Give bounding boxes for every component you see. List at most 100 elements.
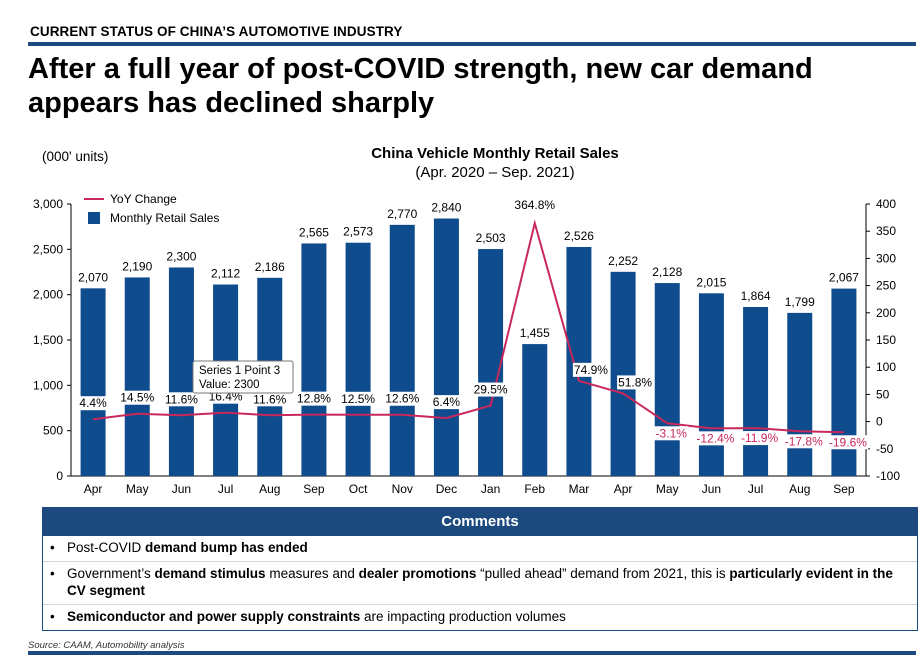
comments-panel: Comments • Post-COVID demand bump has end… xyxy=(42,507,918,631)
yoy-label-bg xyxy=(827,435,869,450)
bar-value-label: 1,455 xyxy=(520,326,550,340)
bar-value-label: 2,503 xyxy=(476,231,506,245)
bullet-marker: • xyxy=(50,540,55,555)
sales-bar xyxy=(345,242,371,476)
bar-value-label: 2,565 xyxy=(299,225,329,239)
comment-text: are impacting production volumes xyxy=(360,609,566,624)
yoy-label-bg xyxy=(384,391,421,406)
x-tick-label: May xyxy=(126,482,149,496)
x-tick-label: Nov xyxy=(392,482,413,496)
top-divider xyxy=(28,42,916,46)
chart-title: China Vehicle Monthly Retail Sales xyxy=(371,145,619,162)
x-tick-label: Apr xyxy=(84,482,103,496)
comments-list: • Post-COVID demand bump has ended • Govern… xyxy=(43,536,917,630)
x-tick-label: Feb xyxy=(524,482,545,496)
sales-bar xyxy=(787,312,813,476)
yoy-label-bg xyxy=(252,392,288,407)
yoy-value-label: 12.5% xyxy=(341,392,375,406)
yoy-label-bg xyxy=(695,431,736,446)
sales-bar xyxy=(433,218,459,477)
right-tick-label: 0 xyxy=(876,415,883,429)
x-tick-label: Jan xyxy=(481,482,500,496)
bar-value-label: 2,526 xyxy=(564,229,594,243)
yoy-label-bg xyxy=(119,390,156,405)
right-tick-label: 200 xyxy=(876,306,896,320)
bar-value-label: 2,300 xyxy=(166,249,196,263)
x-tick-label: Jun xyxy=(172,482,191,496)
right-tick-label: 400 xyxy=(876,197,896,211)
x-tick-label: Sep xyxy=(833,482,855,496)
bullet-marker: • xyxy=(50,609,55,624)
sales-bar xyxy=(168,267,194,476)
yoy-change-line xyxy=(92,219,844,434)
right-tick-label: 100 xyxy=(876,360,896,374)
yoy-label-bg xyxy=(163,392,200,407)
yoy-label-bg xyxy=(617,375,654,390)
right-tick-label: -100 xyxy=(876,469,900,483)
yoy-label-bg xyxy=(513,198,557,213)
chart-subtitle: (Apr. 2020 – Sep. 2021) xyxy=(415,164,575,181)
sales-bar xyxy=(389,224,415,476)
sales-bar xyxy=(124,277,150,476)
x-tick-label: Aug xyxy=(789,482,810,496)
yoy-label-bg xyxy=(572,362,610,377)
comments-title: Comments xyxy=(43,508,917,536)
yoy-value-label: -3.1% xyxy=(656,426,688,440)
x-tick-label: May xyxy=(656,482,679,496)
comment-text: particularly evident in the CV segment xyxy=(67,566,893,598)
retail-sales-chart: 0 500 1,000 1,500 2,000 2,500 3,000 -100 -50 0 50 1… xyxy=(33,192,900,496)
x-tick-label: Jul xyxy=(748,482,763,496)
right-tick-label: 150 xyxy=(876,333,896,347)
comment-text: “pulled ahead” demand from 2021, this is xyxy=(476,566,730,581)
left-tick-label: 2,000 xyxy=(33,288,63,302)
right-tick-label: 300 xyxy=(876,251,896,265)
bar-value-label: 2,252 xyxy=(608,254,638,268)
right-tick-label: 250 xyxy=(876,279,896,293)
yoy-value-label: -11.9% xyxy=(741,431,778,445)
left-tick-label: 1,000 xyxy=(33,378,63,392)
sales-bar xyxy=(80,288,106,476)
left-tick-label: 3,000 xyxy=(33,197,63,211)
sales-bar xyxy=(743,306,769,476)
yoy-label-bg xyxy=(340,391,377,406)
tooltip-line: Value: 2300 xyxy=(199,379,260,391)
yoy-value-label: -19.6% xyxy=(829,435,867,449)
yoy-label-bg xyxy=(78,396,109,411)
bar-value-label: 2,186 xyxy=(255,260,285,274)
y-axis-units: (000' units) xyxy=(42,149,109,164)
yoy-value-label: 12.6% xyxy=(385,392,419,406)
comment-item: • Semiconductor and power supply constrai… xyxy=(43,604,917,630)
sales-bar xyxy=(522,344,548,476)
x-tick-label: Aug xyxy=(259,482,280,496)
bar-value-label: 2,190 xyxy=(122,259,152,273)
yoy-value-label: 29.5% xyxy=(474,383,508,397)
source-note: Source: CAAM, Automobility analysis xyxy=(28,640,185,651)
x-tick-label: Jul xyxy=(218,482,233,496)
section-kicker: CURRENT STATUS OF CHINA’S AUTOMOTIVE IND… xyxy=(30,24,403,39)
legend-bar-swatch xyxy=(88,212,100,224)
tooltip-line: Series 1 Point 3 xyxy=(199,365,280,377)
left-tick-label: 1,500 xyxy=(33,333,63,347)
comment-text: dealer promotions xyxy=(358,566,477,581)
sales-bar xyxy=(654,283,680,476)
left-tick-label: 500 xyxy=(43,424,63,438)
bar-value-label: 2,840 xyxy=(431,201,461,215)
x-tick-label: Dec xyxy=(436,482,457,496)
left-tick-label: 0 xyxy=(56,469,63,483)
yoy-value-label: 4.4% xyxy=(79,396,107,410)
comment-text: Government’s xyxy=(67,566,155,581)
yoy-label-bg xyxy=(295,391,333,406)
right-tick-label: -50 xyxy=(876,442,894,456)
bar-value-label: 1,864 xyxy=(741,289,771,303)
sales-bar xyxy=(301,243,327,476)
x-tick-label: Mar xyxy=(569,482,590,496)
legend-label: YoY Change xyxy=(110,192,177,206)
sales-bar xyxy=(698,293,724,476)
yoy-label-bg xyxy=(431,395,462,410)
comment-text: Semiconductor and power supply constrain… xyxy=(67,609,361,624)
yoy-label-bg xyxy=(740,431,780,446)
yoy-value-label: 12.8% xyxy=(297,392,331,406)
yoy-value-label: 14.5% xyxy=(120,391,154,405)
bar-value-label: 2,015 xyxy=(696,275,726,289)
x-tick-label: Oct xyxy=(349,482,368,496)
